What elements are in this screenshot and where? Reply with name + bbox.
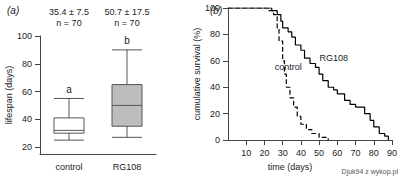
svg-text:lifespan (days): lifespan (days) — [4, 66, 14, 125]
svg-text:RG108: RG108 — [319, 53, 348, 63]
svg-text:90: 90 — [387, 148, 397, 158]
svg-text:10: 10 — [241, 148, 251, 158]
svg-text:n = 70: n = 70 — [56, 18, 81, 28]
svg-text:60: 60 — [210, 56, 220, 66]
svg-text:n = 70: n = 70 — [114, 18, 139, 28]
svg-text:(b): (b) — [210, 5, 222, 16]
svg-text:80: 80 — [22, 59, 32, 69]
svg-text:a: a — [66, 84, 72, 95]
svg-text:20: 20 — [210, 109, 220, 119]
svg-text:80: 80 — [369, 148, 379, 158]
svg-text:40: 40 — [22, 114, 32, 124]
svg-text:Djuk94 z wykop.pl: Djuk94 z wykop.pl — [342, 168, 399, 176]
svg-text:RG108: RG108 — [113, 162, 142, 172]
svg-text:50: 50 — [314, 148, 324, 158]
svg-text:60: 60 — [22, 87, 32, 97]
svg-text:20: 20 — [22, 142, 32, 152]
svg-text:(a): (a) — [7, 5, 19, 16]
svg-text:0: 0 — [215, 135, 220, 145]
svg-text:35.4 ± 7.5: 35.4 ± 7.5 — [49, 7, 89, 17]
svg-text:80: 80 — [210, 29, 220, 39]
svg-text:30: 30 — [278, 148, 288, 158]
svg-text:control: control — [275, 62, 302, 72]
svg-text:b: b — [124, 35, 130, 46]
svg-text:60: 60 — [332, 148, 342, 158]
svg-text:50.7 ± 17.5: 50.7 ± 17.5 — [105, 7, 150, 17]
svg-text:40: 40 — [296, 148, 306, 158]
svg-text:cumulative survival (%): cumulative survival (%) — [192, 28, 202, 121]
svg-text:control: control — [55, 162, 82, 172]
svg-text:100: 100 — [17, 31, 32, 41]
svg-text:40: 40 — [210, 82, 220, 92]
svg-text:70: 70 — [351, 148, 361, 158]
svg-text:20: 20 — [259, 148, 269, 158]
svg-text:time (days): time (days) — [268, 162, 313, 172]
